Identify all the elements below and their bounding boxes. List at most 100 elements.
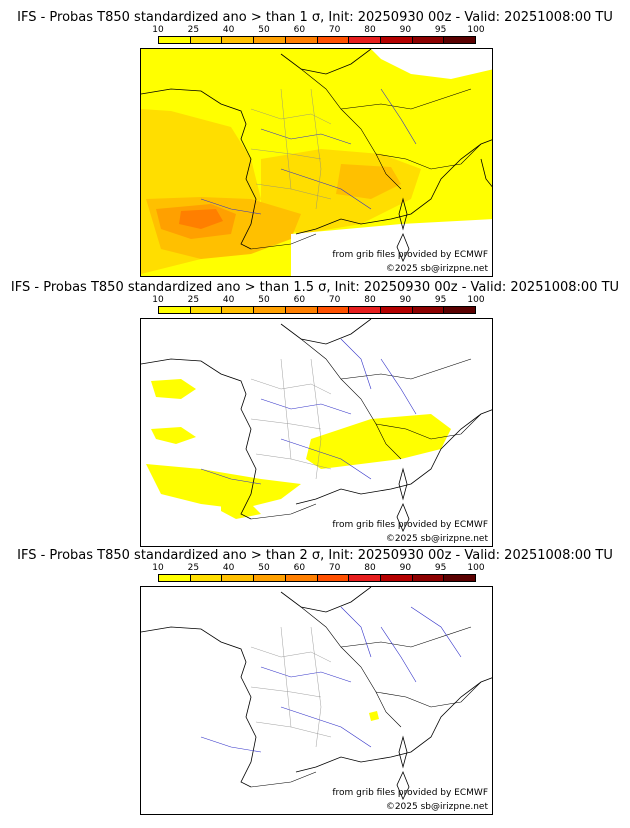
legend-tick-label: 25 (187, 295, 200, 305)
regional-borders (250, 88, 332, 210)
prob-area-10 (151, 379, 196, 399)
legend-color-swatch (254, 575, 286, 581)
map-canvas (141, 587, 492, 800)
legend-tick-label: 95 (434, 295, 447, 305)
legend-color-swatch (444, 307, 476, 313)
regional-borders (250, 358, 332, 480)
rivers (200, 606, 462, 753)
copyright-notice: ©2025 sb@irizpne.net (385, 802, 488, 812)
legend-tick-label: 80 (364, 295, 376, 305)
legend-tick-label: 10 (152, 25, 164, 35)
country-borders (250, 606, 482, 788)
legend-tick-label: 60 (293, 25, 306, 35)
legend-color-bar (158, 306, 476, 314)
source-credit: from grib files provided by ECMWF (332, 520, 488, 530)
legend-color-swatch (190, 37, 223, 43)
map-canvas (141, 319, 492, 532)
legend-color-swatch (349, 575, 381, 581)
source-credit: from grib files provided by ECMWF (332, 250, 488, 260)
legend-color-swatch (380, 575, 413, 581)
legend-tick-label: 40 (222, 25, 235, 35)
map-canvas (141, 49, 492, 276)
legend-color-swatch (317, 307, 350, 313)
legend-color-swatch (190, 307, 223, 313)
legend-color-swatch (159, 37, 191, 43)
legend-tick-label: 80 (364, 563, 376, 573)
legend-color-swatch (222, 307, 255, 313)
rivers (200, 338, 417, 485)
legend-tick-label: 60 (293, 295, 306, 305)
legend-tick-label: 10 (152, 563, 164, 573)
legend-tick-label: 100 (467, 25, 485, 35)
legend-color-bar (158, 36, 476, 44)
legend-color-bar (158, 574, 476, 582)
coastlines (141, 319, 492, 532)
legend-color-swatch (317, 37, 350, 43)
legend-color-swatch (444, 575, 476, 581)
legend-color-swatch (412, 575, 445, 581)
legend-tick-label: 50 (258, 563, 270, 573)
legend-color-swatch (159, 575, 191, 581)
legend-tick-label: 90 (399, 295, 412, 305)
legend-tick-label: 25 (187, 25, 200, 35)
prob-area-10 (146, 464, 301, 509)
legend-color-swatch (254, 307, 286, 313)
coastlines (141, 587, 492, 800)
rivers (200, 88, 417, 215)
legend-tick-label: 40 (222, 563, 235, 573)
legend-tick-label: 80 (364, 25, 376, 35)
coastlines (141, 49, 492, 262)
legend-tick-label: 70 (328, 563, 341, 573)
legend-color-swatch (190, 575, 223, 581)
legend-tick-label: 90 (399, 563, 412, 573)
panel-title: IFS - Probas T850 standardized ano > tha… (10, 280, 620, 295)
legend-color-swatch (444, 37, 476, 43)
source-credit: from grib files provided by ECMWF (332, 788, 488, 798)
copyright-notice: ©2025 sb@irizpne.net (385, 534, 488, 544)
legend-tick-label: 25 (187, 563, 200, 573)
legend-tick-labels: 10 25 40 50 60 70 80 90 95 100 (152, 563, 484, 574)
legend-tick-label: 70 (328, 25, 341, 35)
prob-area-10 (369, 711, 379, 721)
legend-tick-label: 10 (152, 295, 164, 305)
legend-tick-label: 100 (467, 563, 485, 573)
legend-color-swatch (380, 37, 413, 43)
legend-tick-labels: 10 25 40 50 60 70 80 90 95 100 (152, 295, 484, 306)
legend-color-swatch (285, 37, 318, 43)
prob-area-10 (306, 414, 451, 469)
legend-color-swatch (412, 37, 445, 43)
prob-area-40 (336, 164, 401, 199)
legend-color-swatch (222, 37, 255, 43)
legend-tick-label: 50 (258, 295, 270, 305)
legend-tick-label: 90 (399, 25, 412, 35)
legend-tick-label: 50 (258, 25, 270, 35)
country-borders (250, 338, 482, 520)
legend-tick-label: 70 (328, 295, 341, 305)
panel-title: IFS - Probas T850 standardized ano > tha… (17, 548, 613, 563)
legend-color-swatch (222, 575, 255, 581)
legend-color-swatch (380, 307, 413, 313)
probability-map: from grib files provided by ECMWF ©2025 … (140, 586, 493, 815)
legend-tick-labels: 10 25 40 50 60 70 80 90 95 100 (152, 25, 484, 36)
legend-color-swatch (159, 307, 191, 313)
legend-tick-label: 60 (293, 563, 306, 573)
legend-color-swatch (349, 37, 381, 43)
legend-tick-label: 95 (434, 563, 447, 573)
prob-area-10 (151, 427, 196, 444)
legend-color-swatch (317, 575, 350, 581)
prob-area-10 (221, 499, 261, 519)
legend-tick-label: 100 (467, 295, 485, 305)
probability-map: from grib files provided by ECMWF ©2025 … (140, 48, 493, 277)
legend-color-swatch (412, 307, 445, 313)
legend-color-swatch (285, 307, 318, 313)
legend-color-swatch (285, 575, 318, 581)
no-prob-area (291, 219, 492, 276)
prob-area-60 (179, 209, 223, 229)
panel-title: IFS - Probas T850 standardized ano > tha… (17, 10, 613, 25)
copyright-notice: ©2025 sb@irizpne.net (385, 264, 488, 274)
legend-tick-label: 40 (222, 295, 235, 305)
legend-tick-label: 95 (434, 25, 447, 35)
color-legend: 10 25 40 50 60 70 80 90 95 100 (152, 563, 485, 584)
legend-color-swatch (254, 37, 286, 43)
color-legend: 10 25 40 50 60 70 80 90 95 100 (152, 25, 485, 46)
